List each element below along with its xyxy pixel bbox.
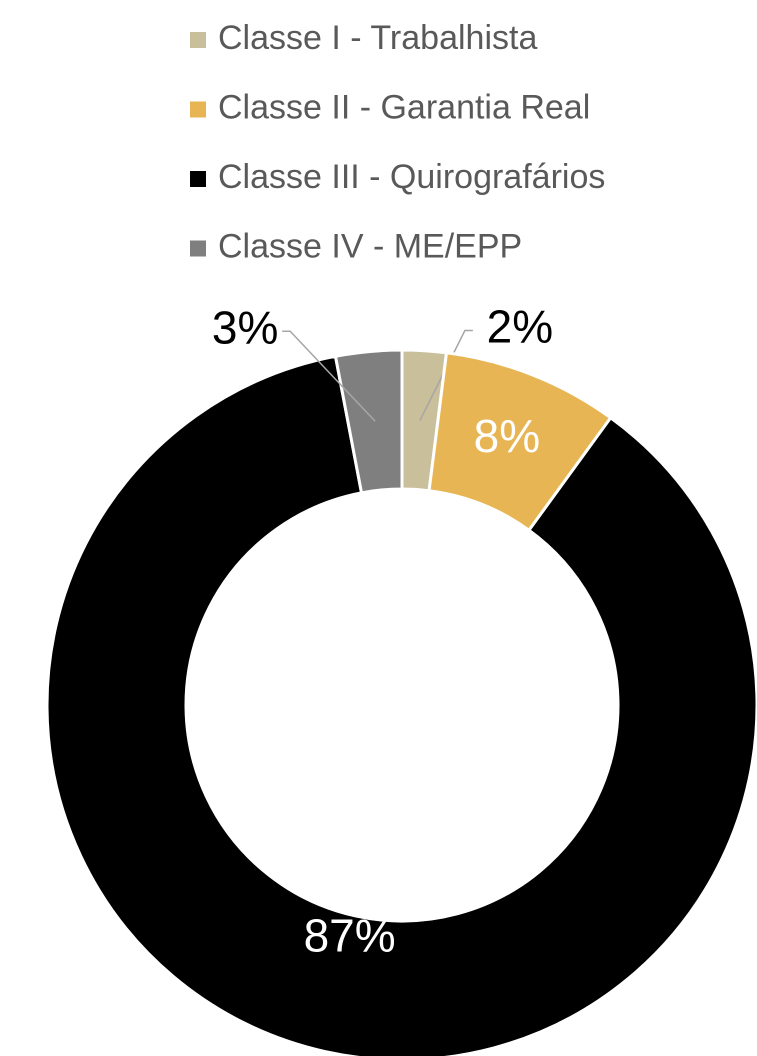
leader-line [419,329,473,421]
data-label: 3% [212,301,278,353]
legend-swatch [190,32,206,48]
legend-label: Classe I - Trabalhista [218,19,537,57]
legend-label: Classe II - Garantia Real [218,88,590,126]
data-label: 8% [474,410,540,462]
legend-swatch [190,240,206,257]
legend-swatch [190,171,206,187]
donut-slice [45,354,757,1056]
data-label: 2% [487,301,553,353]
leader-line [282,330,376,422]
legend-label: Classe IV - ME/EPP [218,227,522,265]
donut-slice [333,348,404,495]
data-label: 87% [304,909,396,961]
legend-swatch [190,101,206,118]
legend-label: Classe III - Quirografários [218,158,605,196]
